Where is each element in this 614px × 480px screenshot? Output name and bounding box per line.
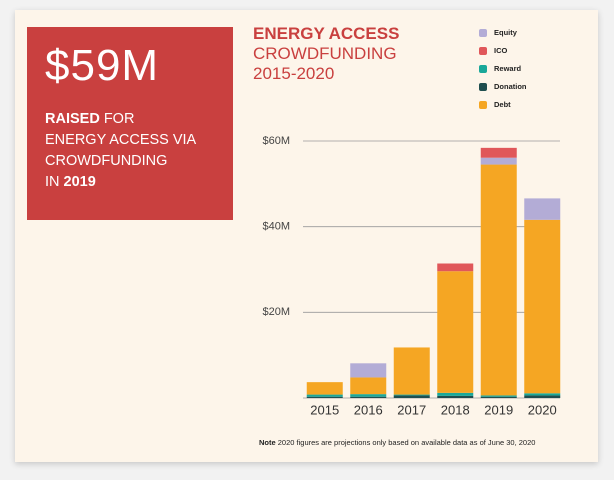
callout-figure: $59M (45, 41, 160, 90)
bar-segment (306, 382, 343, 395)
bar-segment (480, 164, 517, 396)
legend-label: Donation (494, 82, 527, 91)
callout: $59M RAISED FOR ENERGY ACCESS VIA CROWDF… (27, 27, 233, 220)
y-tick-label: $20M (262, 306, 290, 318)
bar-segment (393, 394, 430, 396)
legend-swatch (479, 101, 487, 109)
bar-segment (350, 363, 387, 378)
legend-swatch (479, 29, 487, 37)
bar-segment (480, 147, 517, 158)
legend-label: Debt (494, 100, 511, 109)
bar-segment (480, 396, 517, 398)
callout-word: FOR (103, 111, 135, 127)
x-tick-label: 2015 (310, 402, 339, 417)
bar-segment (350, 396, 387, 398)
y-tick-label: $60M (262, 135, 290, 147)
legend-swatch (479, 83, 487, 91)
x-tick-label: 2017 (397, 402, 426, 417)
bar-segment (480, 157, 517, 165)
bar-segment (393, 395, 430, 398)
period: 2015-2020 (253, 64, 335, 83)
bar-segment (524, 219, 561, 394)
legend-swatch (479, 47, 487, 55)
callout-line: ENERGY ACCESS VIA (45, 132, 197, 148)
bar-segment (437, 263, 474, 272)
chart-title: ENERGY ACCESS CROWDFUNDING 2015-2020 (253, 24, 399, 84)
x-tick-label: 2016 (354, 402, 383, 417)
bar-segment (524, 393, 561, 396)
bar-segment (524, 198, 561, 220)
bar-segment (437, 395, 474, 398)
legend-label: ICO (494, 46, 508, 55)
note-text: 2020 figures are projections only based … (277, 438, 536, 447)
bar-segment (437, 271, 474, 393)
bar-segment (306, 396, 343, 398)
bar-segment (437, 392, 474, 396)
legend-swatch (479, 65, 487, 73)
callout-line: CROWDFUNDING (45, 153, 168, 169)
bar-segment (350, 377, 387, 395)
note-label: Note (259, 438, 276, 447)
bar-segment (306, 394, 343, 397)
bar-segment (524, 395, 561, 398)
callout-bold: 2019 (63, 174, 96, 190)
bar-segment (350, 394, 387, 397)
note: Note 2020 figures are projections only b… (259, 438, 535, 447)
callout-bold: RAISED (45, 111, 100, 127)
x-tick-label: 2018 (441, 402, 470, 417)
title: ENERGY ACCESS (253, 24, 400, 43)
legend-label: Equity (494, 28, 518, 37)
bar-segment (393, 347, 430, 395)
y-tick-label: $40M (262, 221, 290, 233)
bar-segment (480, 395, 517, 397)
x-tick-label: 2019 (484, 402, 513, 417)
legend-label: Reward (494, 64, 522, 73)
callout-word: IN (45, 174, 60, 190)
callout-text: RAISED FOR ENERGY ACCESS VIA CROWDFUNDIN… (45, 109, 196, 193)
subtitle: CROWDFUNDING (253, 44, 397, 63)
x-tick-label: 2020 (528, 402, 557, 417)
